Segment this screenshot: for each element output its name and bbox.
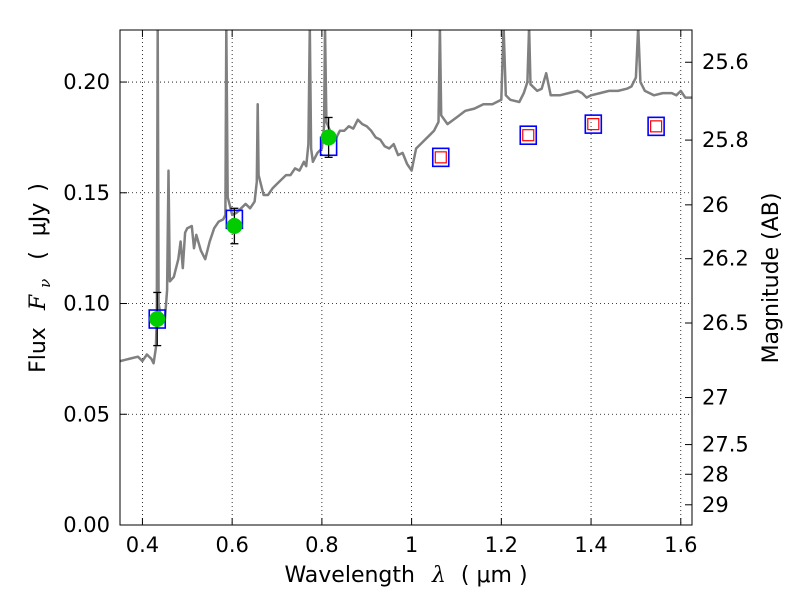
y-tick-label: 0.05 xyxy=(63,402,110,426)
observed-limit-marker xyxy=(434,151,447,164)
y-axis-label-subscript: ν xyxy=(36,279,54,288)
model-photometry-marker xyxy=(519,125,538,146)
model-sed-line xyxy=(120,30,692,365)
x-tick-label: 0.8 xyxy=(305,533,338,557)
y-axis-label: Flux F ν ( μJy ) xyxy=(26,183,56,373)
y-tick-label: 0.00 xyxy=(63,513,110,537)
y-tick-label: 0.20 xyxy=(63,70,110,94)
x-tick-label: 1.6 xyxy=(664,533,697,557)
y2-tick-label: 26 xyxy=(702,193,729,217)
x-axis-label-word: Wavelength xyxy=(284,563,415,588)
y2-tick-label: 27 xyxy=(702,386,729,410)
y2-tick-label: 29 xyxy=(702,493,729,517)
x-tick-label: 0.6 xyxy=(215,533,248,557)
model-photometry-marker xyxy=(431,147,450,168)
x-axis-label-symbol: λ xyxy=(431,563,446,588)
x-tick-label: 1.4 xyxy=(574,533,607,557)
x-axis-label: Wavelength λ ( μm ) xyxy=(284,563,527,588)
y2-tick-label: 25.6 xyxy=(702,50,749,74)
observed-limit-marker xyxy=(587,118,600,131)
model-photometry-marker xyxy=(647,116,665,137)
y-axis-label-open: ( xyxy=(26,251,51,260)
observed-limit-marker xyxy=(650,120,663,133)
y2-tick-label: 25.8 xyxy=(702,128,749,152)
x-tick-label: 1 xyxy=(405,533,418,557)
y-axis-label-symbol: F xyxy=(26,294,51,311)
y-tick-label: 0.15 xyxy=(63,181,110,205)
observed-photometry-point xyxy=(149,311,166,328)
x-tick-label: 1.2 xyxy=(485,533,518,557)
y-tick-label: 0.10 xyxy=(63,292,110,316)
x-axis-label-unit: μm xyxy=(477,563,512,588)
observed-photometry-point xyxy=(226,218,243,235)
x-axis-label-open: ( xyxy=(461,563,470,588)
y-axis-label-close: ) xyxy=(26,183,51,192)
observed-limit-marker xyxy=(522,129,535,142)
y-axis-label-word: Flux xyxy=(26,327,51,373)
y-axis-label-unit: μJy xyxy=(26,203,51,237)
y2-tick-label: 27.5 xyxy=(702,433,749,457)
y2-axis-label: Magnitude (AB) xyxy=(759,193,784,364)
plot-frame xyxy=(119,29,693,526)
x-tick-label: 0.4 xyxy=(126,533,159,557)
model-photometry-marker xyxy=(584,114,603,134)
y2-tick-label: 28 xyxy=(702,462,729,486)
y2-tick-label: 26.2 xyxy=(702,247,749,271)
x-axis-label-close: ) xyxy=(519,563,528,588)
y2-tick-label: 26.5 xyxy=(702,311,749,335)
observed-photometry-point xyxy=(320,129,337,146)
